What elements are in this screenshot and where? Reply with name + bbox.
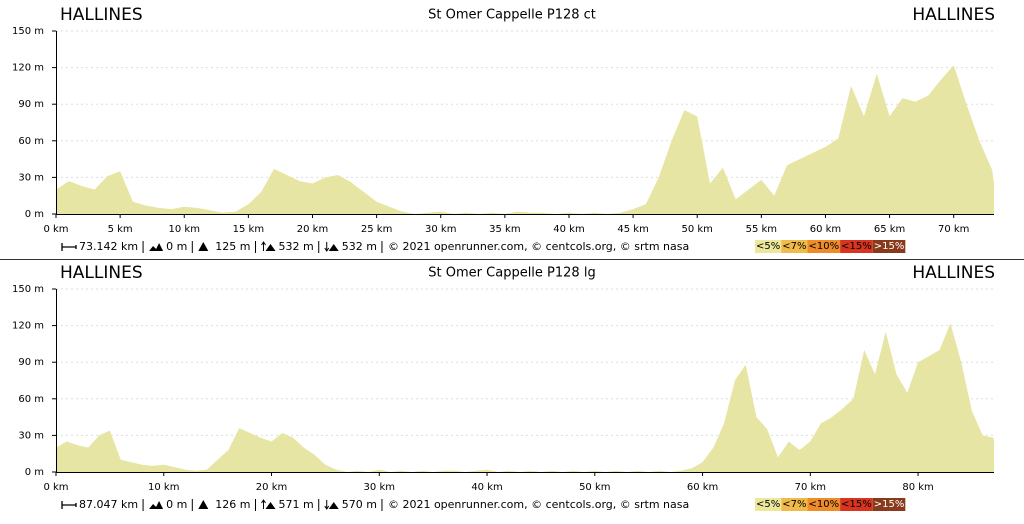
elevation-area <box>56 323 994 472</box>
y-tick-label: 150 m <box>12 26 44 37</box>
legend-label: <15% <box>841 241 872 252</box>
x-tick-label: 25 km <box>361 224 392 235</box>
stat-icon <box>198 242 209 251</box>
legend-label: >15% <box>874 499 905 510</box>
x-tick-label: 20 km <box>256 482 287 493</box>
y-tick-label: 90 m <box>18 357 44 368</box>
descent-arrow <box>324 500 330 510</box>
elevation-area <box>56 65 994 214</box>
x-tick-label: 70 km <box>795 482 826 493</box>
stat-value: 0 m <box>166 498 187 511</box>
x-tick-label: 0 km <box>43 224 68 235</box>
descent-arrow <box>324 242 330 252</box>
stat-icon <box>198 500 209 509</box>
x-tick-label: 30 km <box>364 482 395 493</box>
stat-value: 125 m <box>215 240 250 253</box>
x-tick-label: 5 km <box>108 224 133 235</box>
x-tick-label: 80 km <box>902 482 933 493</box>
legend-swatch <box>807 240 841 253</box>
ascent-arrow <box>261 499 266 509</box>
stat-value: 532 m <box>279 240 314 253</box>
y-tick-label: 0 m <box>25 467 44 478</box>
legend-swatch <box>872 240 906 253</box>
end-label: HALLINES <box>912 263 995 283</box>
stat-icon <box>265 502 276 509</box>
x-tick-label: 45 km <box>617 224 648 235</box>
x-tick-label: 55 km <box>746 224 777 235</box>
stat-icon <box>149 501 164 509</box>
legend-label: <5% <box>756 499 780 510</box>
chart-title: St Omer Cappelle P128 lg <box>428 266 595 281</box>
distance-icon <box>61 501 77 509</box>
legend-label: <10% <box>809 241 840 252</box>
x-tick-label: 50 km <box>681 224 712 235</box>
legend-label: <10% <box>809 499 840 510</box>
x-tick-label: 40 km <box>471 482 502 493</box>
legend-swatch <box>781 240 808 253</box>
credits: © 2021 openrunner.com, © centcols.org, ©… <box>388 240 689 253</box>
start-label: HALLINES <box>60 263 143 283</box>
stat-icon <box>265 244 276 251</box>
legend-label: <7% <box>782 241 806 252</box>
y-tick-label: 150 m <box>12 284 44 295</box>
legend-swatch <box>781 498 808 511</box>
stat-icon <box>328 502 339 509</box>
stat-value: 532 m <box>342 240 377 253</box>
y-tick-label: 0 m <box>25 209 44 220</box>
x-tick-label: 30 km <box>425 224 456 235</box>
y-tick-label: 60 m <box>18 136 44 147</box>
y-tick-label: 120 m <box>12 63 44 74</box>
distance-icon <box>61 243 77 251</box>
legend-swatch <box>872 498 906 511</box>
legend-swatch <box>807 498 841 511</box>
legend-label: <7% <box>782 499 806 510</box>
y-tick-label: 30 m <box>18 430 44 441</box>
x-tick-label: 70 km <box>938 224 969 235</box>
x-tick-label: 65 km <box>874 224 905 235</box>
y-tick-label: 90 m <box>18 99 44 110</box>
stat-icon <box>149 243 164 251</box>
x-tick-label: 15 km <box>233 224 264 235</box>
end-label: HALLINES <box>912 5 995 25</box>
x-tick-label: 20 km <box>297 224 328 235</box>
profile-chart: HALLINES St Omer Cappelle P128 lg HALLINES… <box>12 263 995 511</box>
stat-value: 571 m <box>279 498 314 511</box>
x-tick-label: 0 km <box>43 482 68 493</box>
x-tick-label: 35 km <box>489 224 520 235</box>
stat-value: 0 m <box>166 240 187 253</box>
x-tick-label: 10 km <box>169 224 200 235</box>
stat-icon <box>328 244 339 251</box>
x-tick-label: 50 km <box>579 482 610 493</box>
stat-value: 126 m <box>215 498 250 511</box>
y-tick-label: 120 m <box>12 321 44 332</box>
credits: © 2021 openrunner.com, © centcols.org, ©… <box>388 498 689 511</box>
legend-swatch <box>755 498 782 511</box>
x-tick-label: 60 km <box>810 224 841 235</box>
x-tick-label: 40 km <box>553 224 584 235</box>
start-label: HALLINES <box>60 5 143 25</box>
legend-swatch <box>840 498 873 511</box>
chart-title: St Omer Cappelle P128 ct <box>428 8 596 23</box>
stat-value: 87.047 km <box>79 498 138 511</box>
profile-chart: HALLINES St Omer Cappelle P128 ct HALLINES… <box>12 5 995 253</box>
stat-value: 570 m <box>342 498 377 511</box>
y-tick-label: 30 m <box>18 172 44 183</box>
legend-label: >15% <box>874 241 905 252</box>
legend-swatch <box>755 240 782 253</box>
y-tick-label: 60 m <box>18 394 44 405</box>
legend-swatch <box>840 240 873 253</box>
x-tick-label: 10 km <box>148 482 179 493</box>
legend-label: <15% <box>841 499 872 510</box>
stat-value: 73.142 km <box>79 240 138 253</box>
legend-label: <5% <box>756 241 780 252</box>
x-tick-label: 60 km <box>687 482 718 493</box>
ascent-arrow <box>261 241 266 251</box>
